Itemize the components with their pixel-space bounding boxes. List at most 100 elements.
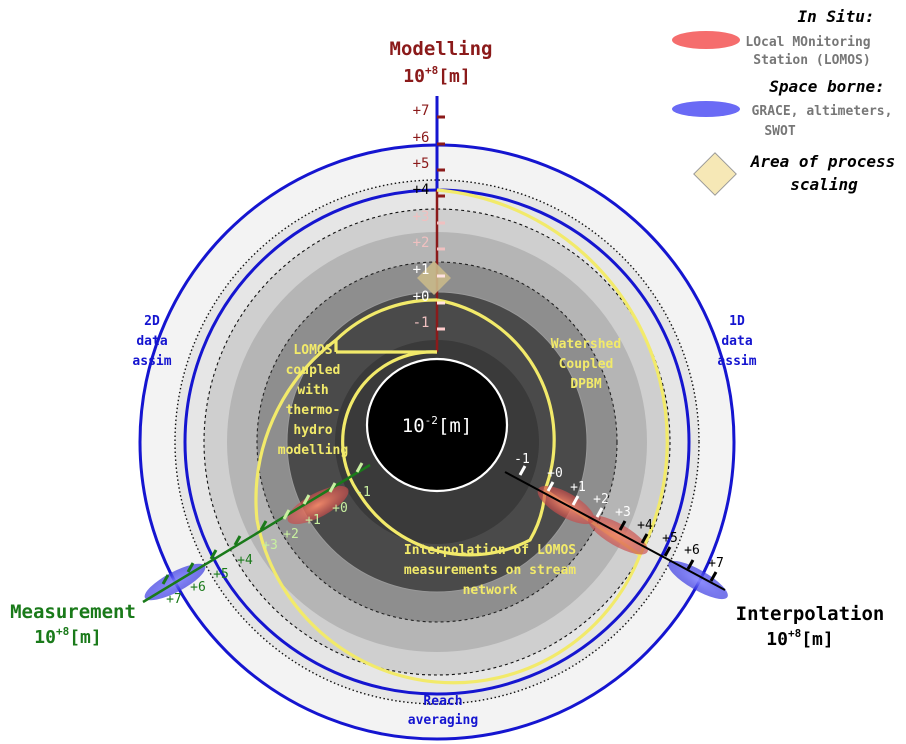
svg-text:network: network xyxy=(463,583,518,598)
legend-in-situ-text-2: Station (LOMOS) xyxy=(753,53,870,68)
interpolation-tick xyxy=(663,546,672,557)
svg-text:data: data xyxy=(136,334,167,349)
svg-text:thermo-: thermo- xyxy=(286,403,341,418)
interpolation-tick-label: +0 xyxy=(547,466,563,481)
ring-label-left: 2D data assim xyxy=(132,314,171,369)
measurement-ticks: -1 +0 +1 +2 +3 +4 +5 +6 +7 xyxy=(161,462,371,607)
center-disc xyxy=(365,357,509,493)
legend-scaling-text-1: Area of process xyxy=(750,152,896,171)
measurement-tick-label: +7 xyxy=(166,592,182,607)
legend-in-situ-swatch xyxy=(672,31,740,49)
svg-text:modelling: modelling xyxy=(278,443,348,458)
measurement-unit: 10+8[m] xyxy=(34,625,101,648)
scaling-diamond xyxy=(417,261,451,295)
svg-text:averaging: averaging xyxy=(408,713,478,728)
svg-text:Coupled: Coupled xyxy=(559,357,614,372)
modelling-tick-label: +1 xyxy=(413,262,430,278)
modelling-unit: 10+8[m] xyxy=(403,64,470,87)
measurement-tick-label: +2 xyxy=(283,527,299,542)
region-bottom-label: Interpolation of LOMOS measurements on s… xyxy=(404,543,576,598)
region-right-label: Watershed Coupled DPBM xyxy=(551,337,621,392)
modelling-tick-label: +2 xyxy=(413,235,430,251)
svg-text:assim: assim xyxy=(132,354,171,369)
interpolation-title: Interpolation xyxy=(736,603,885,625)
legend-scaling-text-2: scaling xyxy=(790,175,858,194)
interpolation-tick-label: +3 xyxy=(615,505,631,520)
svg-text:Reach: Reach xyxy=(423,694,462,709)
interpolation-tick-label: +6 xyxy=(684,543,700,558)
interpolation-tick xyxy=(640,533,649,544)
interpolation-tick-label: +5 xyxy=(662,531,678,546)
svg-text:Watershed: Watershed xyxy=(551,337,621,352)
svg-text:2D: 2D xyxy=(144,314,160,329)
interpolation-tick-label: +4 xyxy=(637,518,653,533)
svg-text:measurements on stream: measurements on stream xyxy=(404,563,576,578)
modelling-tick-label: +7 xyxy=(413,103,430,119)
center-unit: 10-2[m] xyxy=(402,414,472,437)
measurement-tick xyxy=(328,482,337,493)
interpolation-tick xyxy=(709,571,718,582)
svg-text:assim: assim xyxy=(717,354,756,369)
measurement-tick-label: +5 xyxy=(213,567,229,582)
svg-text:1D: 1D xyxy=(729,314,745,329)
legend-space-text-2: SWOT xyxy=(764,124,795,139)
modelling-tick-label: +6 xyxy=(413,130,430,146)
modelling-tick-label: +5 xyxy=(413,156,430,172)
measurement-title: Measurement xyxy=(10,601,136,623)
legend-space-swatch xyxy=(672,101,740,117)
measurement-tick-label: +0 xyxy=(332,501,348,516)
svg-text:LOMOS: LOMOS xyxy=(293,343,332,358)
interpolation-tick-label: -1 xyxy=(514,452,530,467)
interpolation-tick xyxy=(595,507,604,518)
interpolation-tick xyxy=(618,520,627,531)
interpolation-tick xyxy=(546,481,555,492)
interpolation-tick xyxy=(518,465,527,476)
legend-in-situ-title: In Situ: xyxy=(797,7,874,26)
measurement-tick xyxy=(302,494,311,505)
svg-text:data: data xyxy=(721,334,752,349)
svg-text:Interpolation of LOMOS: Interpolation of LOMOS xyxy=(404,543,576,558)
legend-scaling-swatch xyxy=(693,152,737,196)
svg-text:DPBM: DPBM xyxy=(570,377,601,392)
space-borne-ellipse-right xyxy=(668,560,728,600)
measurement-tick-label: +6 xyxy=(190,580,206,595)
interpolation-tick-label: +2 xyxy=(593,492,609,507)
ring-label-right: 1D data assim xyxy=(717,314,756,369)
interpolation-axis xyxy=(504,471,726,591)
legend: In Situ: LOcal MOnitoring Station (LOMOS… xyxy=(672,7,896,196)
measurement-tick xyxy=(161,574,170,585)
legend-space-title: Space borne: xyxy=(769,77,885,96)
modelling-tick-label: +0 xyxy=(413,289,430,305)
interpolation-tick xyxy=(571,495,580,506)
measurement-tick-label: -1 xyxy=(355,485,371,500)
measurement-tick xyxy=(355,462,364,473)
interpolation-tick-label: +7 xyxy=(708,556,724,571)
measurement-tick-label: +1 xyxy=(305,513,321,528)
measurement-tick-label: +3 xyxy=(262,538,278,553)
svg-text:with: with xyxy=(297,383,328,398)
measurement-tick xyxy=(186,562,195,573)
measurement-tick xyxy=(259,520,268,531)
interpolation-ticks: -1 +0 +1 +2 +3 +4 +5 +6 +7 xyxy=(514,452,724,582)
modelling-tick-label: -1 xyxy=(413,315,430,331)
modelling-tick-label: +3 xyxy=(413,209,430,225)
measurement-tick xyxy=(282,509,291,520)
measurement-tick-label: +4 xyxy=(237,553,253,568)
interpolation-tick-label: +1 xyxy=(570,480,586,495)
modelling-ticks: +7 +6 +5 +4 +3 +2 +1 +0 -1 xyxy=(413,103,445,331)
legend-space-text-1: GRACE, altimeters, xyxy=(752,104,893,119)
ring-label-bottom: Reach averaging xyxy=(408,694,478,728)
modelling-title: Modelling xyxy=(390,38,493,60)
legend-in-situ-text-1: LOcal MOnitoring xyxy=(745,35,870,50)
interpolation-tick xyxy=(686,559,695,570)
svg-text:coupled: coupled xyxy=(286,363,341,378)
yellow-process-path xyxy=(254,188,669,685)
measurement-tick xyxy=(233,535,242,546)
region-left-label: LOMOS coupled with thermo- hydro modelli… xyxy=(278,343,348,458)
svg-text:hydro: hydro xyxy=(293,423,332,438)
interpolation-unit: 10+8[m] xyxy=(766,627,833,650)
measurement-tick xyxy=(209,549,218,560)
in-situ-ellipse-left xyxy=(287,485,349,525)
modelling-tick-label: +4 xyxy=(413,182,430,198)
